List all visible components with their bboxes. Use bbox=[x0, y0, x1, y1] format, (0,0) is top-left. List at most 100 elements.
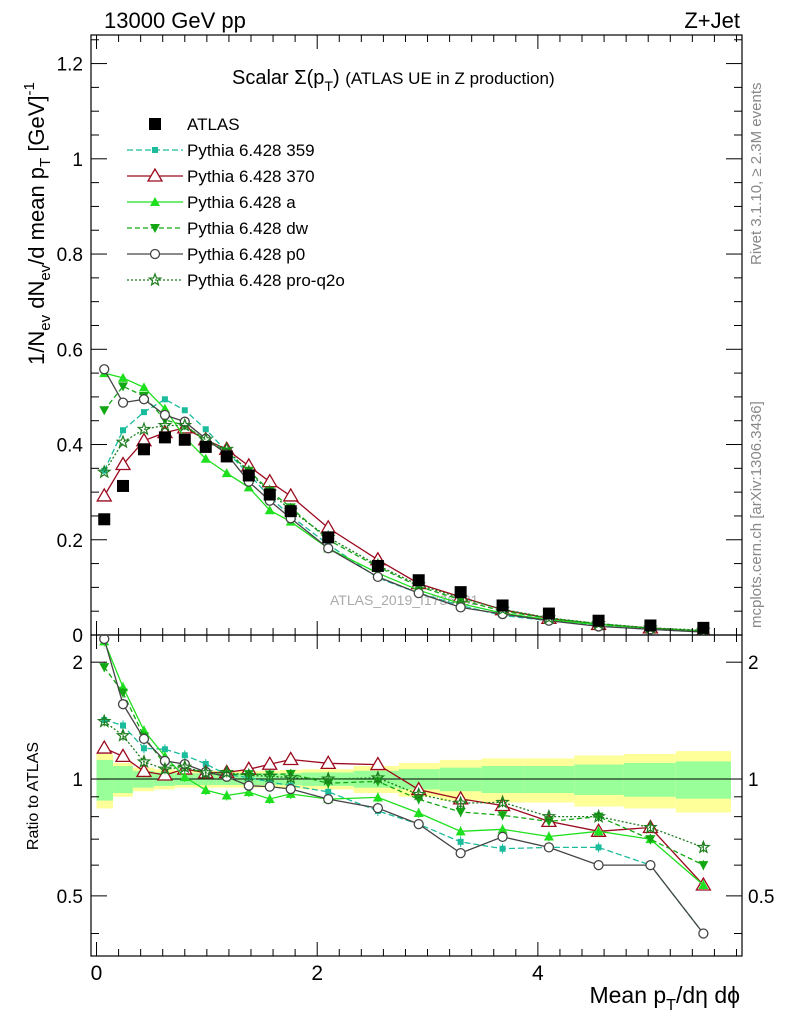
ratio-point bbox=[221, 790, 232, 800]
ratio-point bbox=[115, 727, 131, 742]
ratio-point bbox=[320, 755, 337, 769]
x-axis-label: Mean pT/dη dϕ bbox=[589, 982, 740, 1014]
chart-title: Scalar Σ(pT) (ATLAS UE in Z production) bbox=[232, 67, 555, 94]
header-process: Z+Jet bbox=[684, 8, 740, 33]
series-point bbox=[140, 409, 147, 416]
ratio-point bbox=[243, 780, 254, 791]
ratio-point bbox=[282, 751, 299, 766]
ratio-point bbox=[96, 713, 112, 728]
ratio-point bbox=[200, 785, 211, 795]
x-tick-label: 0 bbox=[91, 962, 103, 985]
legend-label: Pythia 6.428 a bbox=[187, 193, 296, 212]
legend-marker bbox=[150, 224, 160, 233]
legend-label: Pythia 6.428 370 bbox=[187, 167, 315, 186]
watermark: ATLAS_2019_I1736531 bbox=[330, 592, 479, 608]
ratio-tick-label-right: 2 bbox=[748, 653, 759, 674]
series-point bbox=[413, 587, 424, 599]
ratio-band-green bbox=[96, 759, 114, 801]
ratio-band-green bbox=[574, 764, 624, 795]
data-point bbox=[697, 621, 710, 634]
series-point bbox=[455, 602, 466, 613]
ratio-point bbox=[593, 859, 604, 871]
ratio-point bbox=[370, 770, 386, 785]
ratio-plot-layer bbox=[96, 636, 712, 939]
data-point bbox=[116, 479, 129, 492]
series-point bbox=[117, 382, 128, 392]
ratio-y-label: Ratio to ATLAS bbox=[25, 742, 42, 850]
series-point bbox=[282, 487, 299, 502]
ratio-point bbox=[262, 768, 278, 783]
ratio-point bbox=[698, 928, 709, 939]
data-point bbox=[263, 488, 276, 501]
ratio-point bbox=[369, 756, 387, 771]
ratio-point bbox=[591, 808, 606, 823]
series-point bbox=[323, 543, 334, 554]
header-energy: 13000 GeV pp bbox=[104, 8, 246, 33]
ratio-point bbox=[119, 722, 126, 729]
series-point bbox=[138, 382, 149, 392]
ratio-band-green bbox=[623, 762, 676, 797]
ratio-point bbox=[497, 811, 508, 821]
legend-marker bbox=[146, 167, 164, 182]
data-point bbox=[242, 469, 255, 482]
ratio-point bbox=[219, 764, 235, 779]
legend-marker bbox=[147, 272, 163, 287]
series-point bbox=[264, 505, 275, 515]
ratio-point bbox=[645, 835, 656, 845]
ratio-band-layer bbox=[91, 751, 742, 813]
data-point bbox=[199, 440, 212, 453]
series-point bbox=[99, 364, 110, 375]
ratio-point bbox=[243, 787, 254, 797]
data-point bbox=[454, 586, 467, 599]
ratio-point bbox=[543, 831, 554, 841]
legend-label: Pythia 6.428 p0 bbox=[187, 245, 305, 264]
series-point bbox=[202, 426, 209, 433]
ratio-line bbox=[104, 719, 704, 934]
legend: ATLAS Pythia 6.428 359 Pythia 6.428 370 Pyt… bbox=[127, 115, 345, 290]
ratio-point bbox=[202, 760, 209, 767]
data-point bbox=[592, 614, 605, 627]
ratio-point bbox=[497, 824, 508, 834]
ratio-point bbox=[135, 763, 153, 778]
ratio-point bbox=[499, 845, 506, 852]
series-point bbox=[138, 394, 150, 405]
y-tick-label: 1 bbox=[72, 150, 83, 171]
ratio-point bbox=[198, 764, 214, 780]
x-tick-label: 2 bbox=[311, 962, 323, 985]
ratio-tick-label: 0.5 bbox=[57, 887, 83, 908]
ratio-point bbox=[117, 688, 128, 698]
data-point bbox=[542, 607, 555, 620]
ratio-point bbox=[543, 842, 555, 853]
ratio-tick-label-right: 0.5 bbox=[748, 887, 774, 908]
data-point bbox=[412, 574, 425, 587]
series-point bbox=[177, 417, 193, 432]
ratio-point bbox=[285, 783, 296, 795]
ratio-point bbox=[96, 739, 113, 754]
series-point bbox=[372, 571, 384, 583]
ratio-point bbox=[413, 808, 424, 818]
series-point bbox=[119, 427, 126, 434]
ratio-point bbox=[698, 879, 709, 889]
ratio-point bbox=[457, 838, 464, 845]
ratio-point bbox=[138, 733, 150, 744]
ratio-tick-label: 1 bbox=[72, 770, 83, 791]
series-point bbox=[99, 406, 110, 416]
ratio-point bbox=[161, 746, 168, 753]
series-point bbox=[221, 468, 232, 478]
y-axis-label: 1/Nev dNev/d mean pT [GeV]-1 bbox=[21, 82, 54, 365]
ratio-point bbox=[241, 767, 257, 782]
y-tick-label: 0.4 bbox=[57, 436, 84, 457]
ratio-point bbox=[114, 748, 132, 763]
ratio-point bbox=[283, 769, 299, 785]
series-point bbox=[101, 467, 108, 474]
ratio-point bbox=[455, 826, 466, 836]
series-point bbox=[96, 464, 112, 479]
ratio-point bbox=[455, 808, 466, 818]
y-tick-label: 0.6 bbox=[57, 340, 83, 361]
series-point bbox=[114, 456, 132, 471]
legend-label: Pythia 6.428 dw bbox=[187, 219, 309, 238]
ratio-point bbox=[157, 761, 173, 776]
ratio-point bbox=[643, 819, 658, 834]
ratio-point bbox=[413, 818, 424, 830]
data-point bbox=[371, 559, 384, 572]
